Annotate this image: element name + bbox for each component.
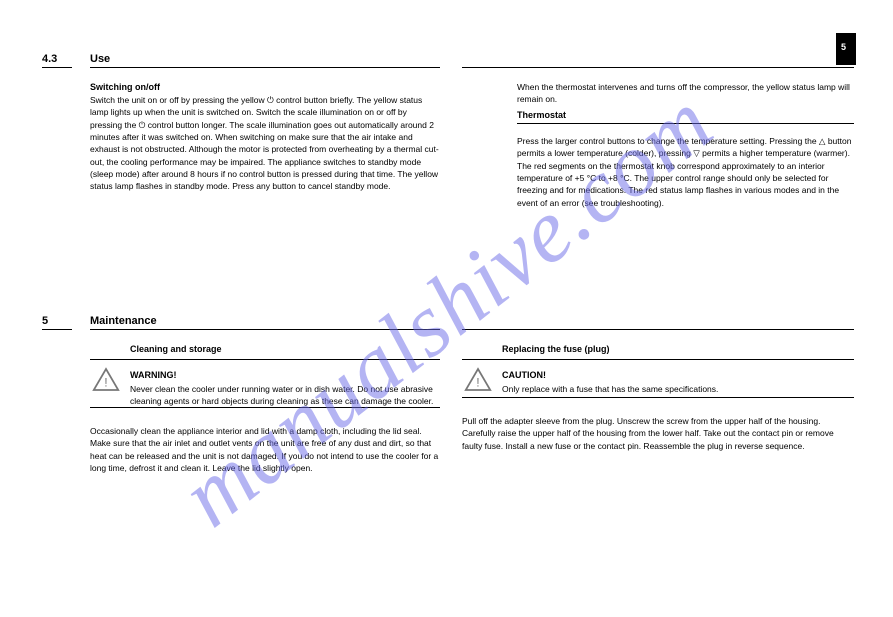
col-right-4-3-below: Press the larger control buttons to chan…: [517, 135, 854, 209]
subhead-switching: Switching on/off: [90, 82, 160, 92]
rule: [90, 67, 440, 68]
rule: [462, 397, 854, 398]
rule: [90, 359, 440, 360]
svg-text:!: !: [104, 376, 107, 390]
section-title-use: Use: [90, 53, 110, 65]
rule: [462, 329, 854, 330]
page-number: 5: [841, 41, 846, 54]
section-title-maintenance: Maintenance: [90, 315, 157, 327]
rule: [90, 407, 440, 408]
subhead-fuse: Replacing the fuse (plug): [502, 343, 610, 356]
body-fuse: Pull off the adapter sleeve from the plu…: [462, 415, 854, 452]
svg-text:!: !: [476, 376, 479, 390]
rule: [462, 359, 854, 360]
col-left-4-3: Switching on/off Switch the unit on or o…: [90, 81, 440, 193]
caution-label-right: CAUTION!: [502, 369, 546, 382]
warning-icon: !: [92, 367, 120, 392]
rule: [42, 67, 72, 68]
subhead-cleaning: Cleaning and storage: [130, 343, 222, 356]
text-thermostat-above: When the thermostat intervenes and turns…: [517, 82, 850, 104]
text-switching: Switch the unit on or off by pressing th…: [90, 95, 439, 191]
body-cleaning: Occasionally clean the appliance interio…: [90, 425, 440, 474]
rule: [42, 329, 72, 330]
col-right-4-3-above: When the thermostat intervenes and turns…: [517, 81, 854, 106]
rule: [90, 329, 440, 330]
warning-text-left: Never clean the cooler under running wat…: [130, 383, 440, 408]
caution-text-right: Only replace with a fuse that has the sa…: [502, 383, 854, 395]
caution-icon: !: [464, 367, 492, 392]
subhead-thermostat: Thermostat: [517, 109, 566, 122]
manual-page: 5 4.3 Use Switching on/off Switch the un…: [42, 35, 854, 580]
section-number-4-3: 4.3: [42, 53, 57, 65]
rule: [517, 123, 854, 124]
warning-label-left: WARNING!: [130, 369, 177, 382]
text-thermostat-below: Press the larger control buttons to chan…: [517, 136, 851, 208]
rule: [462, 67, 854, 68]
section-number-5: 5: [42, 315, 48, 327]
